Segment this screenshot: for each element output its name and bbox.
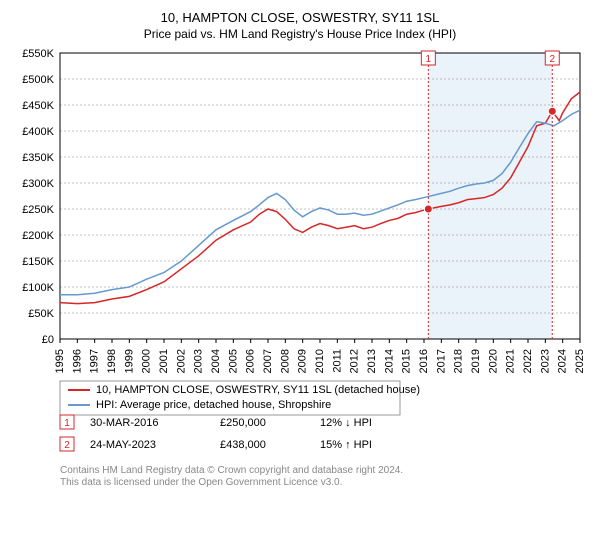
x-tick-label: 2010: [314, 349, 326, 373]
legend-label: 10, HAMPTON CLOSE, OSWESTRY, SY11 1SL (d…: [96, 384, 420, 396]
sale-price: £438,000: [220, 439, 266, 451]
x-tick-label: 2017: [435, 349, 447, 373]
x-tick-label: 2021: [505, 349, 517, 373]
marker-dot-2: [548, 107, 556, 115]
x-tick-label: 2014: [383, 349, 395, 373]
x-tick-label: 2023: [539, 349, 551, 373]
y-tick-label: £200K: [22, 230, 54, 242]
x-tick-label: 2001: [158, 349, 170, 373]
marker-flag-label-2: 2: [549, 54, 555, 65]
chart-title: 10, HAMPTON CLOSE, OSWESTRY, SY11 1SL: [14, 10, 586, 25]
x-tick-label: 2006: [245, 349, 257, 373]
marker-flag-label-1: 1: [426, 54, 432, 65]
x-tick-label: 2016: [418, 349, 430, 373]
x-tick-label: 2018: [453, 349, 465, 373]
x-tick-label: 2002: [175, 349, 187, 373]
x-tick-label: 2003: [193, 349, 205, 373]
x-tick-label: 2025: [574, 349, 586, 373]
x-tick-label: 1999: [123, 349, 135, 373]
x-tick-label: 2000: [141, 349, 153, 373]
x-tick-label: 1996: [71, 349, 83, 373]
x-tick-label: 2005: [227, 349, 239, 373]
y-tick-label: £0: [42, 334, 54, 346]
y-tick-label: £300K: [22, 178, 54, 190]
y-tick-label: £400K: [22, 126, 54, 138]
x-tick-label: 2013: [366, 349, 378, 373]
y-tick-label: £250K: [22, 204, 54, 216]
x-tick-label: 2012: [349, 349, 361, 373]
y-tick-label: £500K: [22, 74, 54, 86]
sale-date: 24-MAY-2023: [90, 439, 156, 451]
x-tick-label: 1997: [89, 349, 101, 373]
sale-flag-label: 2: [64, 440, 70, 451]
x-tick-label: 2024: [557, 349, 569, 373]
x-tick-label: 2022: [522, 349, 534, 373]
x-tick-label: 2009: [297, 349, 309, 373]
x-tick-label: 2019: [470, 349, 482, 373]
x-tick-label: 2007: [262, 349, 274, 373]
y-tick-label: £100K: [22, 282, 54, 294]
sale-price: £250,000: [220, 417, 266, 429]
x-tick-label: 1998: [106, 349, 118, 373]
y-tick-label: £150K: [22, 256, 54, 268]
attribution-line: This data is licensed under the Open Gov…: [60, 477, 342, 488]
sale-date: 30-MAR-2016: [90, 417, 158, 429]
y-tick-label: £450K: [22, 100, 54, 112]
x-tick-label: 2011: [331, 349, 343, 373]
x-tick-label: 2004: [210, 349, 222, 373]
marker-dot-1: [424, 205, 432, 213]
x-tick-label: 2008: [279, 349, 291, 373]
y-tick-label: £50K: [28, 308, 54, 320]
attribution-line: Contains HM Land Registry data © Crown c…: [60, 465, 403, 476]
x-tick-label: 2020: [487, 349, 499, 373]
sale-flag-label: 1: [64, 418, 70, 429]
y-tick-label: £550K: [22, 48, 54, 60]
x-tick-label: 2015: [401, 349, 413, 373]
chart-area: £0 £50K £100K £150K £200K £250K £300K £350K £400…: [14, 47, 586, 553]
chart-subtitle: Price paid vs. HM Land Registry's House …: [14, 27, 586, 41]
sale-delta: 12% ↓ HPI: [320, 417, 372, 429]
y-tick-label: £350K: [22, 152, 54, 164]
sale-delta: 15% ↑ HPI: [320, 439, 372, 451]
x-tick-label: 1995: [54, 349, 66, 373]
legend-label: HPI: Average price, detached house, Shro…: [96, 399, 331, 411]
